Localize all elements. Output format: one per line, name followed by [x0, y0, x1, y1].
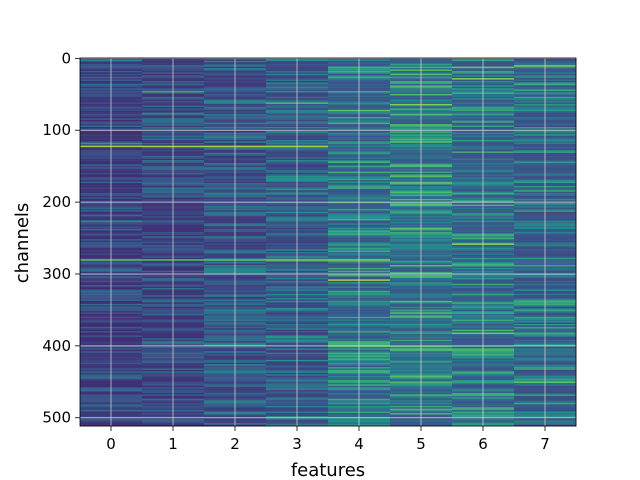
plot-frame	[79, 57, 577, 427]
y-axis-label: channels	[12, 203, 33, 284]
y-tick-label: 0	[61, 49, 71, 67]
x-tick-label: 5	[416, 435, 426, 453]
x-tick-label: 2	[230, 435, 240, 453]
y-tick-label: 400	[42, 337, 71, 355]
x-axis-label: features	[291, 460, 365, 480]
x-axis-ticks: 0 1 2 3 4 5 6 7	[106, 426, 550, 453]
x-tick-label: 0	[106, 435, 116, 453]
x-tick-label: 7	[540, 435, 550, 453]
y-axis-ticks: 0 100 200 300 400 500	[42, 49, 80, 427]
x-tick-label: 1	[168, 435, 178, 453]
y-tick-label: 200	[42, 193, 71, 211]
heatmap-cells	[80, 58, 577, 427]
x-tick-label: 4	[354, 435, 364, 453]
x-tick-label: 3	[292, 435, 302, 453]
y-tick-label: 300	[42, 265, 71, 283]
x-tick-label: 6	[478, 435, 488, 453]
y-tick-label: 500	[42, 409, 71, 427]
grid-lines	[80, 58, 576, 426]
y-tick-label: 100	[42, 121, 71, 139]
